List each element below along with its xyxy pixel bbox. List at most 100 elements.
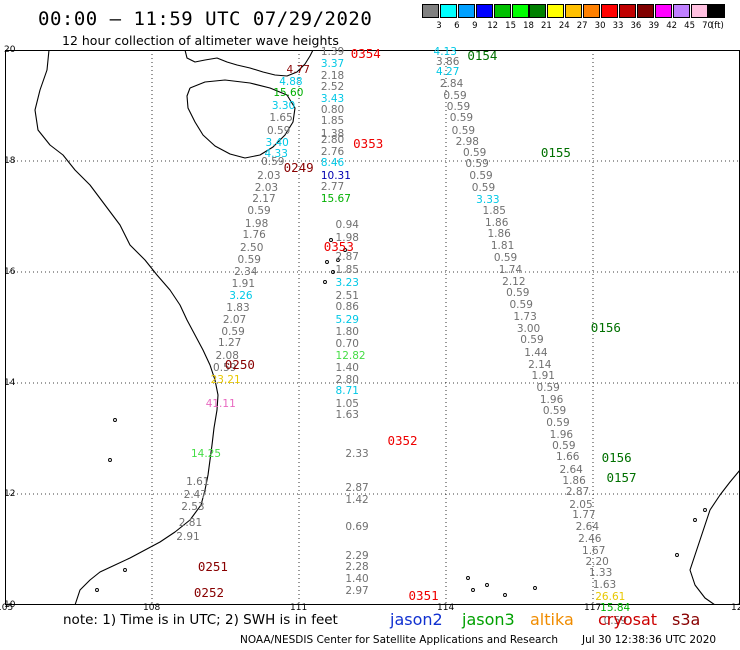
- legend-swatch: [547, 4, 565, 18]
- legend-swatch: [422, 4, 439, 18]
- map-title: 00:00 – 11:59 UTC 07/29/2020: [38, 8, 373, 30]
- island: [331, 270, 335, 274]
- footer-note: note: 1) Time is in UTC; 2) SWH is in fe…: [63, 612, 338, 628]
- wave-height-reading: 1.77: [572, 509, 596, 522]
- legend-swatch: [439, 4, 457, 18]
- wave-height-reading: 1.91: [531, 370, 555, 383]
- wave-height-reading: 2.77: [320, 180, 345, 193]
- lat-tick-label: 14: [4, 378, 16, 388]
- wave-height-reading: 1.86: [562, 475, 586, 488]
- wave-height-reading: 2.76: [320, 145, 345, 158]
- map-frame: [5, 50, 740, 605]
- wave-height-reading: 2.87: [345, 482, 369, 494]
- legend-label: 9: [472, 21, 478, 31]
- wave-height-reading: 2.87: [335, 251, 359, 264]
- legend-unit: (ft): [710, 21, 724, 31]
- wave-height-reading: 0.59: [546, 416, 570, 429]
- wave-height-reading: 2.03: [254, 181, 279, 194]
- legend-swatch: [529, 4, 547, 18]
- legend-label: 6: [454, 21, 460, 31]
- wave-height-reading: 2.14: [528, 359, 552, 372]
- island: [703, 508, 707, 512]
- island: [113, 418, 117, 422]
- wave-height-reading: 3.86: [436, 56, 460, 69]
- legend-swatch: [583, 4, 601, 18]
- wave-height-reading: 0.59: [266, 124, 291, 137]
- legend-label: 45: [684, 21, 695, 31]
- wave-height-reading: 1.83: [226, 302, 250, 315]
- wave-height-reading: 8.46: [320, 156, 345, 169]
- wave-height-reading: 2.05: [569, 498, 593, 511]
- wave-height-reading: 8.71: [335, 385, 359, 398]
- coastline: [689, 469, 740, 605]
- legend-swatch: [708, 4, 726, 18]
- wave-height-reading: 2.91: [176, 530, 200, 543]
- pass-number: 0351: [408, 587, 439, 603]
- legend-swatch: [690, 4, 708, 18]
- wave-height-reading: 1.66: [556, 451, 580, 464]
- pass-number: 0156: [601, 449, 632, 465]
- wave-height-reading: 2.64: [559, 463, 583, 476]
- island: [503, 593, 507, 597]
- wave-height-reading: 1.98: [244, 217, 269, 230]
- wave-height-reading: 0.59: [247, 205, 271, 218]
- wave-height-reading: 1.65: [269, 112, 293, 125]
- wave-height-reading: 12.82: [335, 349, 366, 362]
- wave-height-reading: 0.59: [449, 112, 474, 125]
- credit-text: NOAA/NESDIS Center for Satellite Applica…: [240, 634, 558, 646]
- pass-number: 0354: [350, 46, 381, 62]
- lat-tick-label: 20: [4, 45, 16, 55]
- wave-height-reading: 1.91: [231, 277, 256, 290]
- wave-height-reading: 1.67: [582, 544, 606, 557]
- pass-number: 0352: [387, 433, 418, 449]
- wave-height-reading: 0.59: [443, 90, 467, 103]
- wave-height-reading: 4.27: [436, 66, 460, 79]
- wave-height-reading: 2.52: [320, 80, 345, 93]
- wave-height-reading: 2.03: [257, 169, 281, 182]
- wave-height-reading: 2.47: [183, 489, 208, 502]
- legend-label: 39: [648, 21, 660, 31]
- lat-tick-label: 18: [4, 156, 16, 166]
- legend-swatch: [601, 4, 618, 18]
- wave-height-reading: 1.98: [335, 231, 359, 244]
- wave-height-reading: 15.84: [600, 601, 631, 614]
- wave-height-reading: 0.59: [603, 614, 627, 627]
- wave-height-reading: 15.60: [273, 87, 304, 100]
- generation-timestamp: Jul 30 12:38:36 UTC 2020: [582, 634, 717, 646]
- wave-height-legend: 3 6 9 12 15 18 21 24 27 30 33 36 39 42 45 70 (ft): [422, 4, 730, 34]
- wave-height-reading: 0.59: [237, 253, 261, 266]
- coastline: [186, 79, 296, 159]
- map-canvas: [5, 50, 740, 605]
- island: [533, 586, 537, 590]
- wave-height-reading: 1.63: [592, 578, 617, 591]
- wave-height-reading: 2.20: [585, 555, 609, 568]
- wave-height-reading: 0.59: [451, 124, 476, 137]
- wave-height-reading: 1.40: [335, 362, 359, 375]
- legend-label: 21: [540, 21, 552, 31]
- wave-height-reading: 1.05: [335, 397, 359, 410]
- wave-height-reading: 2.08: [215, 349, 239, 362]
- wave-height-reading: 1.44: [524, 347, 548, 360]
- legend-label: 70: [702, 21, 713, 31]
- wave-height-reading: 0.59: [542, 405, 567, 418]
- wave-height-reading: 1.96: [549, 428, 574, 441]
- legend-label: 24: [558, 21, 570, 31]
- wave-height-reading: 2.98: [455, 136, 479, 149]
- legend-swatch: [457, 4, 475, 18]
- wave-height-reading: 26.61: [595, 590, 626, 603]
- island: [675, 553, 679, 557]
- satellite-name: altika: [530, 610, 574, 629]
- island: [323, 280, 327, 284]
- wave-height-reading: 2.97: [345, 584, 369, 597]
- lat-tick-label: 16: [4, 267, 16, 277]
- wave-height-reading: 4.77: [286, 63, 310, 76]
- island: [108, 458, 112, 462]
- wave-height-reading: 23.21: [210, 373, 241, 386]
- wave-height-reading: 1.76: [242, 228, 266, 241]
- coastline: [34, 50, 219, 605]
- wave-height-reading: 2.51: [335, 289, 359, 302]
- legend-label: 12: [487, 21, 499, 31]
- pass-number: 0156: [590, 319, 621, 335]
- wave-height-reading: 0.86: [335, 301, 359, 314]
- wave-height-reading: 0.59: [506, 287, 530, 300]
